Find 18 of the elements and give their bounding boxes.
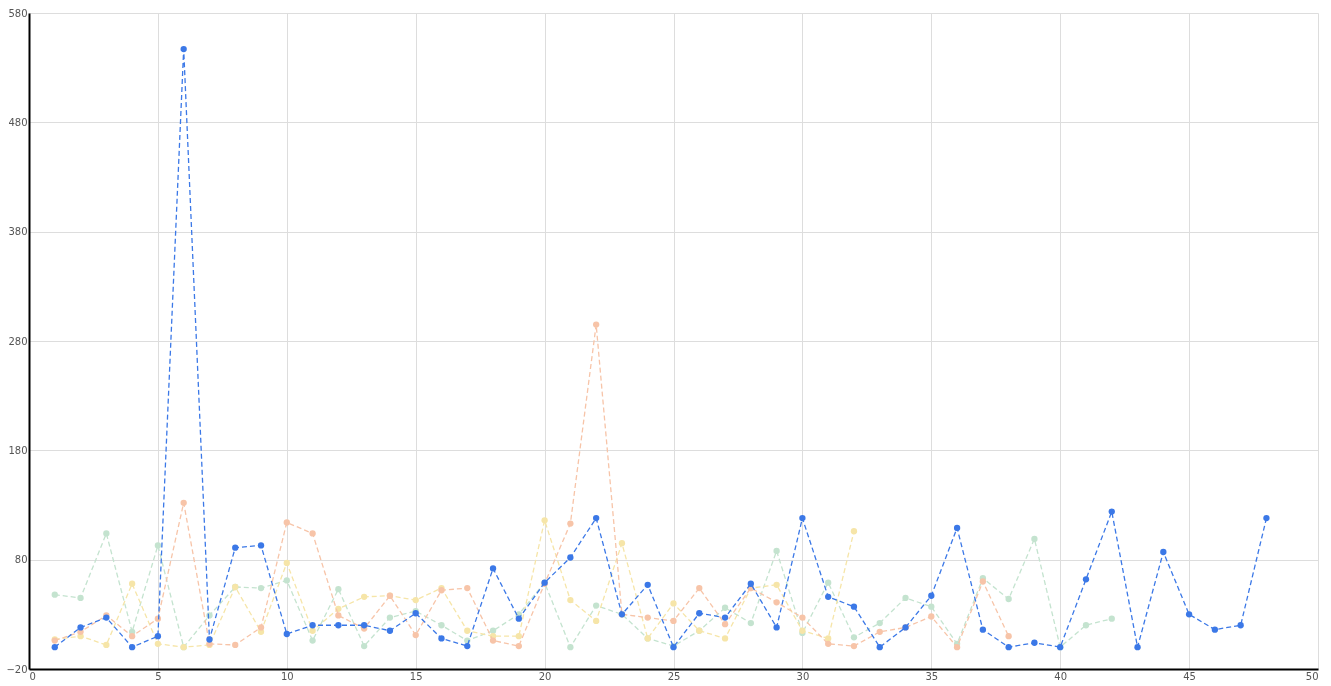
x-tick-label: 35 — [925, 670, 939, 682]
y-tick-label: −20 — [6, 663, 28, 675]
x-tick-label: 45 — [1183, 670, 1196, 682]
x-tick-label: 25 — [667, 670, 681, 682]
x-tick-label: 0 — [29, 670, 36, 682]
x-tick-label: 30 — [796, 670, 810, 682]
y-tick-label: 480 — [8, 116, 28, 128]
x-tick-label: 50 — [1305, 670, 1319, 682]
y-tick-label: 380 — [8, 226, 28, 238]
y-tick-label: 180 — [8, 444, 28, 456]
x-tick-label: 10 — [280, 670, 294, 682]
y-tick-label: 580 — [8, 7, 28, 19]
y-tick-label: 280 — [8, 335, 28, 347]
x-tick-label: 15 — [409, 670, 423, 682]
x-tick-label: 20 — [538, 670, 552, 682]
x-tick-label: 40 — [1054, 670, 1068, 682]
x-tick-label: 5 — [155, 670, 162, 682]
y-tick-label: 80 — [14, 554, 28, 566]
